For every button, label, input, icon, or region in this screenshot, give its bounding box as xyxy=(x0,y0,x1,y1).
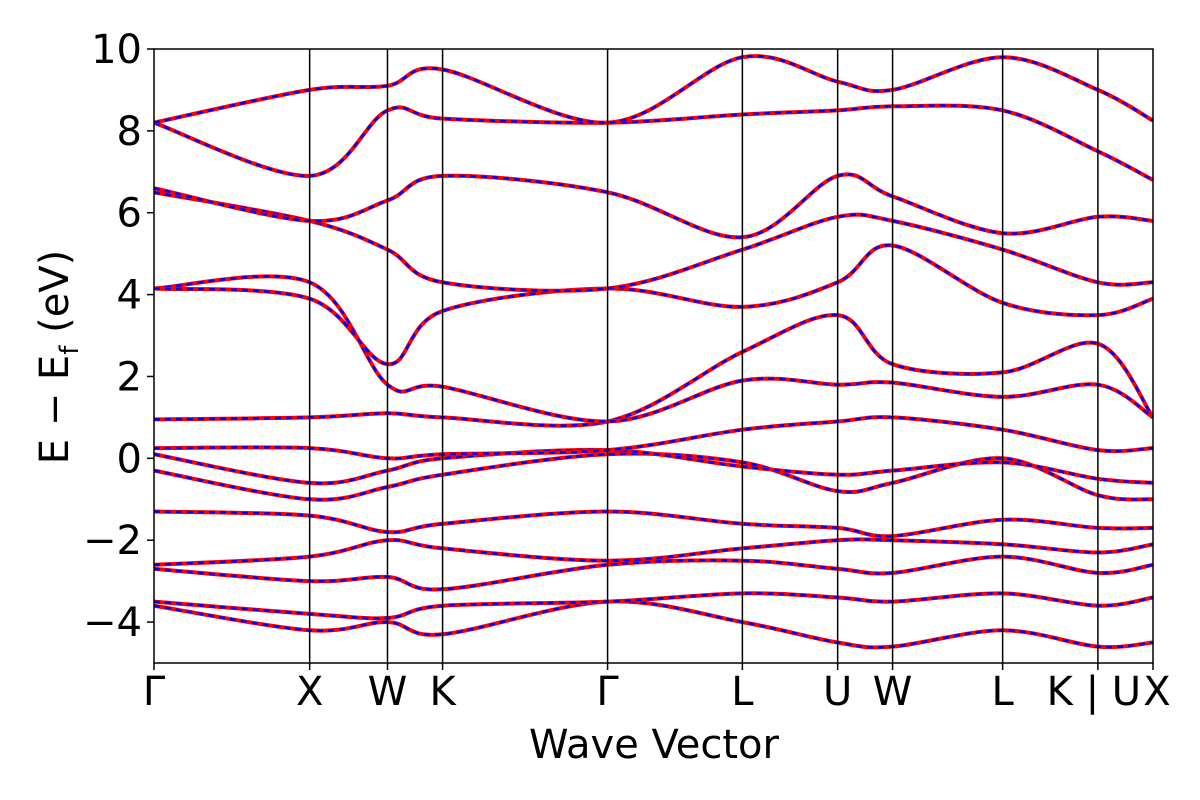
x-axis-title: Wave Vector xyxy=(529,722,780,768)
x-tick-label: Γ xyxy=(143,669,166,715)
x-tick-label: L xyxy=(991,669,1014,715)
band-line-dashed-4 xyxy=(154,510,1153,538)
x-tick-label: K | U xyxy=(1047,669,1141,715)
y-tick-label: 0 xyxy=(117,436,142,482)
plot-frame xyxy=(153,48,1154,664)
y-axis-title: E − Ef (eV) xyxy=(32,250,85,465)
band-line-dashed-11 xyxy=(154,191,1153,293)
x-tick-label: X xyxy=(1143,669,1170,715)
y-axis-title-unit: (eV) xyxy=(32,250,78,346)
y-tick-label: −2 xyxy=(83,518,142,564)
y-tick-label: 6 xyxy=(117,191,142,237)
x-tick-label: Γ xyxy=(596,669,619,715)
x-tick-label: U xyxy=(823,669,852,715)
x-tick-label: X xyxy=(296,669,323,715)
y-axis-ticks: −4 −2 0 2 4 6 8 10 xyxy=(83,27,154,646)
y-tick-label: −4 xyxy=(83,600,142,646)
y-tick-label: 8 xyxy=(117,109,142,155)
y-tick-label: 10 xyxy=(91,27,142,73)
x-tick-label: W xyxy=(368,669,408,715)
band-line-dashed-0 xyxy=(154,600,1153,649)
y-axis-title-main: E − E xyxy=(32,355,78,465)
band-line-dashed-7 xyxy=(154,415,1153,460)
band-line-dashed-9 xyxy=(154,275,1153,423)
x-tick-label: W xyxy=(873,669,913,715)
y-tick-label: 4 xyxy=(117,273,142,319)
y-axis-title-subscript: f xyxy=(55,345,85,355)
x-tick-label: K xyxy=(429,669,457,715)
band-line-dashed-5 xyxy=(154,452,1153,501)
band-line-dashed-6 xyxy=(154,448,1153,485)
x-tick-label: L xyxy=(731,669,754,715)
band-line-solid-8 xyxy=(154,313,1153,428)
band-line-dashed-1 xyxy=(154,592,1153,620)
band-line-dashed-2 xyxy=(154,555,1153,591)
band-line-dashed-14 xyxy=(154,54,1153,124)
band-line-dashed-3 xyxy=(154,538,1153,567)
kpoint-separator-lines xyxy=(308,49,1099,663)
band-line-dashed-13 xyxy=(154,104,1153,182)
y-tick-label: 2 xyxy=(117,354,142,400)
